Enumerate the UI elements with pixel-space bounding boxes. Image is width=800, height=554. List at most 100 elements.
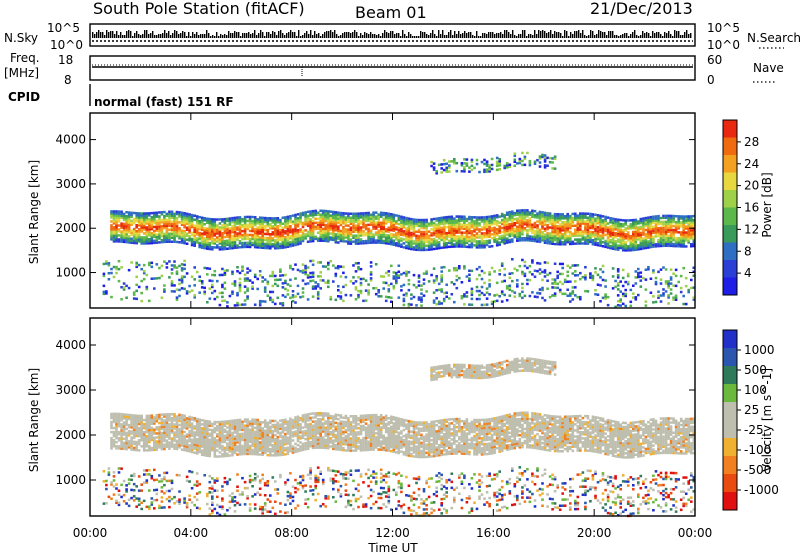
heatmap-cell bbox=[266, 244, 270, 248]
nsky-bar bbox=[682, 35, 684, 38]
heatmap-cell bbox=[102, 272, 106, 276]
heatmap-cell bbox=[538, 228, 542, 232]
heatmap-cell bbox=[284, 232, 287, 235]
heatmap-cell bbox=[569, 242, 572, 246]
nsky-bar bbox=[432, 30, 434, 38]
heatmap-cell bbox=[120, 447, 123, 450]
heatmap-cell bbox=[589, 222, 592, 226]
heatmap-cell bbox=[392, 223, 396, 226]
heatmap-cell bbox=[377, 229, 380, 232]
heatmap-cell bbox=[165, 439, 169, 442]
heatmap-cell bbox=[498, 215, 501, 218]
heatmap-cell bbox=[243, 225, 247, 229]
heatmap-cell bbox=[425, 248, 428, 252]
heatmap-cell bbox=[619, 290, 622, 293]
heatmap-cell bbox=[384, 295, 388, 299]
heatmap-cell bbox=[659, 278, 663, 281]
heatmap-cell bbox=[160, 445, 164, 449]
heatmap-cell bbox=[135, 236, 138, 239]
heatmap-cell bbox=[684, 225, 688, 228]
heatmap-cell bbox=[430, 160, 433, 164]
heatmap-cell bbox=[500, 262, 504, 265]
heatmap-cell bbox=[112, 445, 116, 448]
heatmap-cell bbox=[589, 240, 592, 244]
heatmap-cell bbox=[397, 228, 401, 232]
heatmap-cell bbox=[168, 238, 171, 241]
heatmap-cell bbox=[410, 245, 413, 249]
heatmap-cell bbox=[647, 226, 650, 229]
nsky-bar bbox=[198, 35, 200, 38]
heatmap-cell bbox=[324, 239, 327, 243]
heatmap-cell bbox=[563, 237, 567, 240]
heatmap-cell bbox=[183, 218, 186, 221]
heatmap-cell bbox=[518, 237, 522, 240]
heatmap-cell bbox=[327, 230, 330, 233]
nsky-bar bbox=[650, 36, 652, 38]
heatmap-cell bbox=[437, 242, 441, 246]
heatmap-cell bbox=[170, 210, 174, 213]
heatmap-cell bbox=[445, 162, 448, 165]
heatmap-cell bbox=[581, 230, 585, 233]
heatmap-cell bbox=[654, 219, 658, 222]
heatmap-cell bbox=[546, 239, 549, 243]
heatmap-cell bbox=[231, 272, 234, 276]
heatmap-cell bbox=[347, 220, 350, 223]
heatmap-cell bbox=[490, 302, 494, 306]
heatmap-cell bbox=[619, 242, 622, 246]
heatmap-cell bbox=[445, 170, 448, 173]
heatmap-cell bbox=[238, 240, 242, 243]
heatmap-cell bbox=[581, 220, 585, 223]
heatmap-cell bbox=[117, 412, 121, 416]
heatmap-cell bbox=[140, 422, 143, 426]
heatmap-cell bbox=[437, 229, 441, 232]
heatmap-cell bbox=[505, 287, 509, 290]
heatmap-cell bbox=[435, 229, 438, 232]
heatmap-cell bbox=[458, 243, 461, 246]
heatmap-cell bbox=[208, 225, 212, 229]
heatmap-cell bbox=[175, 240, 179, 244]
heatmap-cell bbox=[571, 232, 575, 236]
heatmap-cell bbox=[569, 294, 572, 297]
heatmap-cell bbox=[291, 232, 295, 235]
heatmap-cell bbox=[410, 231, 413, 235]
heatmap-cell bbox=[175, 427, 179, 430]
heatmap-cell bbox=[664, 224, 668, 228]
heatmap-cell bbox=[153, 438, 156, 441]
heatmap-cell bbox=[122, 234, 126, 238]
heatmap-cell bbox=[357, 295, 360, 299]
heatmap-cell bbox=[526, 225, 529, 228]
heatmap-cell bbox=[417, 236, 421, 240]
heatmap-cell bbox=[258, 299, 262, 303]
heatmap-cell bbox=[432, 301, 436, 304]
heatmap-cell bbox=[387, 274, 391, 277]
heatmap-cell bbox=[402, 238, 406, 241]
heatmap-cell bbox=[359, 216, 363, 219]
heatmap-cell bbox=[165, 230, 169, 234]
heatmap-cell bbox=[112, 414, 116, 418]
nsky-bar bbox=[400, 36, 402, 38]
heatmap-cell bbox=[397, 218, 401, 222]
heatmap-cell bbox=[420, 232, 423, 236]
heatmap-cell bbox=[332, 216, 335, 220]
heatmap-cell bbox=[231, 290, 234, 293]
heatmap-cell bbox=[390, 232, 393, 236]
heatmap-cell bbox=[173, 240, 176, 243]
heatmap-cell bbox=[619, 226, 622, 230]
nsky-bar bbox=[616, 35, 618, 38]
heatmap-cell bbox=[445, 221, 448, 225]
heatmap-cell bbox=[289, 221, 292, 224]
heatmap-cell bbox=[679, 233, 683, 236]
colorbar-tick-label: 28 bbox=[744, 135, 759, 149]
heatmap-cell bbox=[601, 221, 605, 224]
heatmap-cell bbox=[616, 226, 620, 229]
heatmap-cell bbox=[289, 244, 292, 248]
heatmap-cell bbox=[170, 419, 174, 422]
heatmap-cell bbox=[122, 447, 126, 451]
heatmap-cell bbox=[690, 243, 693, 246]
heatmap-cell bbox=[500, 234, 504, 238]
heatmap-cell bbox=[513, 158, 517, 161]
heatmap-cell bbox=[415, 234, 418, 237]
heatmap-cell bbox=[478, 246, 481, 249]
heatmap-cell bbox=[173, 232, 176, 236]
heatmap-cell bbox=[140, 445, 143, 448]
